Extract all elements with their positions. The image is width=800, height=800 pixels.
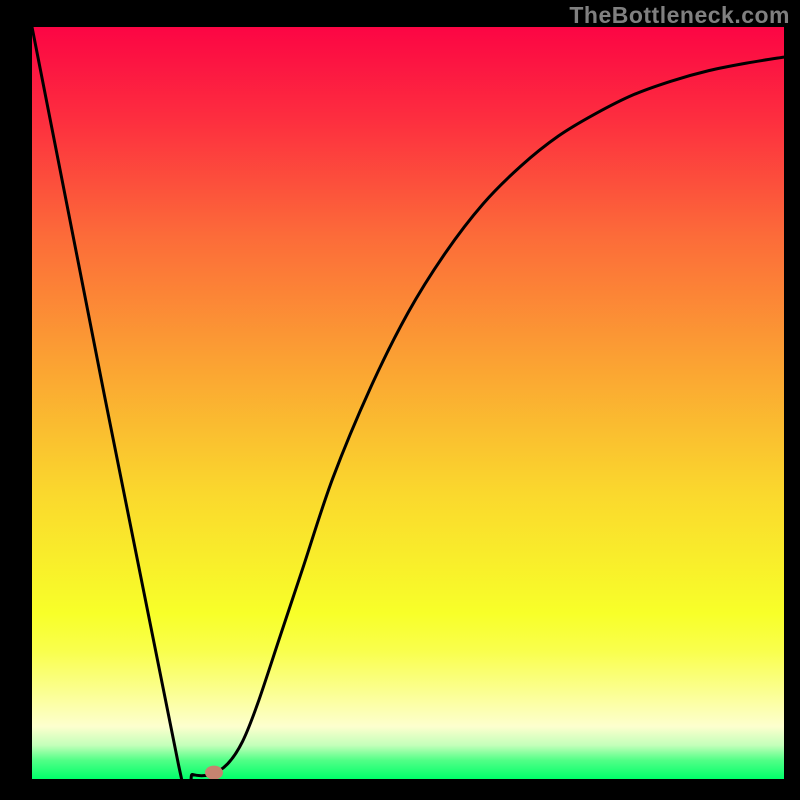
chart-svg (32, 27, 784, 779)
plot-area (32, 27, 784, 779)
watermark-text: TheBottleneck.com (569, 2, 790, 29)
gradient-background (32, 27, 784, 779)
optimum-marker (205, 766, 223, 779)
chart-frame: TheBottleneck.com (0, 0, 800, 800)
